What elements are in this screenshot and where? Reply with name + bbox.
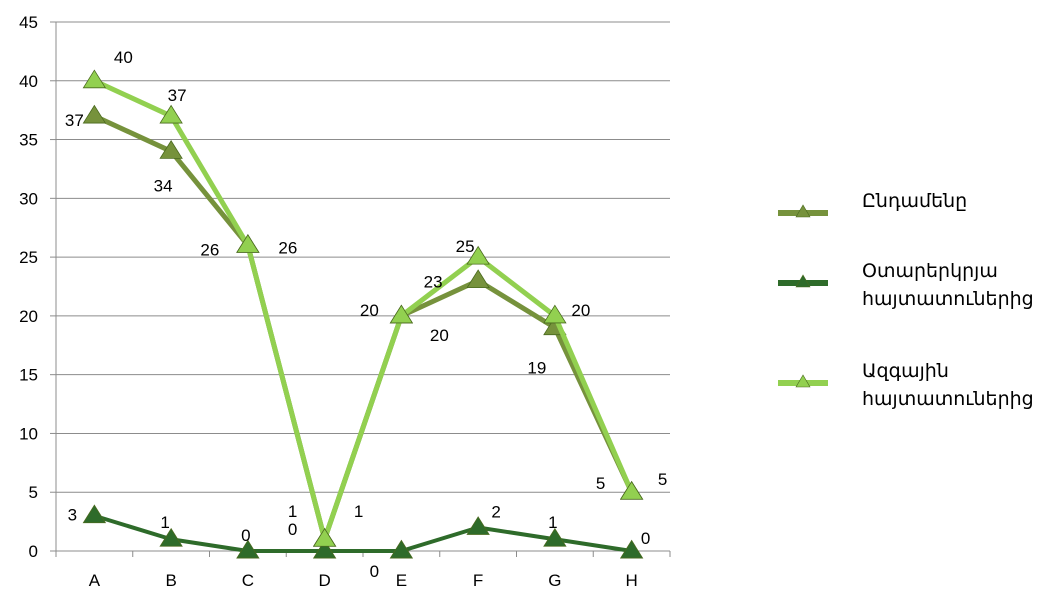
data-label: 25 xyxy=(456,237,475,256)
series-line xyxy=(93,78,634,542)
data-point xyxy=(82,69,107,89)
data-label: 23 xyxy=(424,273,443,292)
y-tick-label: 0 xyxy=(29,542,38,561)
data-label: 37 xyxy=(168,86,187,105)
legend-label: Ընդամենը xyxy=(862,191,968,212)
data-label: 1 xyxy=(354,502,363,521)
y-tick-label: 45 xyxy=(19,13,38,32)
data-label: 19 xyxy=(527,359,546,378)
data-label: 1 xyxy=(288,502,297,521)
data-point xyxy=(159,139,183,159)
data-point xyxy=(159,527,183,547)
y-tick-label: 40 xyxy=(19,72,38,91)
data-label: 5 xyxy=(596,474,605,493)
data-point xyxy=(82,504,107,524)
data-label: 2 xyxy=(491,502,500,521)
data-point xyxy=(466,269,490,289)
data-label: 0 xyxy=(641,529,650,548)
data-label: 37 xyxy=(65,111,84,130)
x-tick-label: D xyxy=(318,571,330,590)
y-tick-label: 15 xyxy=(19,366,38,385)
legend-swatch xyxy=(778,358,828,388)
legend-swatch xyxy=(778,188,828,218)
legend-label: Ազգային հայտատուներից xyxy=(862,361,1034,410)
data-label: 20 xyxy=(571,301,590,320)
data-point xyxy=(619,539,644,559)
x-tick-label: F xyxy=(473,571,483,590)
x-tick-label: B xyxy=(165,571,176,590)
x-tick-label: A xyxy=(89,571,101,590)
data-label: 40 xyxy=(114,48,133,67)
data-point xyxy=(466,516,490,535)
y-tick-label: 30 xyxy=(19,189,38,208)
data-label: 0 xyxy=(288,520,297,539)
x-tick-label: C xyxy=(242,571,254,590)
data-point xyxy=(236,234,260,253)
y-tick-label: 25 xyxy=(19,248,38,267)
data-label: 0 xyxy=(370,562,379,581)
data-label: 34 xyxy=(154,176,173,195)
x-tick-label: G xyxy=(548,571,561,590)
y-tick-label: 20 xyxy=(19,307,38,326)
legend-item: Ազգային հայտատուներից xyxy=(778,358,1049,414)
data-label: 3 xyxy=(68,506,77,525)
data-point xyxy=(543,304,567,324)
data-point xyxy=(543,527,567,547)
data-point xyxy=(389,539,414,559)
y-tick-label: 35 xyxy=(19,131,38,150)
legend-swatch xyxy=(778,258,828,288)
data-point xyxy=(312,527,337,547)
y-tick-label: 10 xyxy=(19,424,38,443)
legend-item: Օտարերկրյա հայտատուներից xyxy=(778,258,1049,314)
data-label: 1 xyxy=(548,513,557,532)
data-label: 5 xyxy=(658,470,667,489)
data-point xyxy=(312,539,337,559)
x-tick-label: H xyxy=(625,571,637,590)
data-point xyxy=(619,480,644,500)
x-tick-label: E xyxy=(396,571,407,590)
legend-label: Օտարերկրյա հայտատուներից xyxy=(862,261,1034,310)
data-point xyxy=(466,245,490,265)
data-label: 20 xyxy=(430,326,449,345)
data-label: 20 xyxy=(360,301,379,320)
data-label: 1 xyxy=(160,513,169,532)
data-point xyxy=(82,104,107,124)
series-line xyxy=(93,513,632,553)
data-point xyxy=(236,539,260,559)
y-tick-label: 5 xyxy=(29,483,38,502)
data-label: 0 xyxy=(241,526,250,545)
data-label: 26 xyxy=(200,240,219,259)
data-label: 26 xyxy=(278,238,297,257)
data-point xyxy=(159,104,183,124)
legend-item: Ընդամենը xyxy=(778,188,1049,218)
data-point xyxy=(389,304,414,324)
